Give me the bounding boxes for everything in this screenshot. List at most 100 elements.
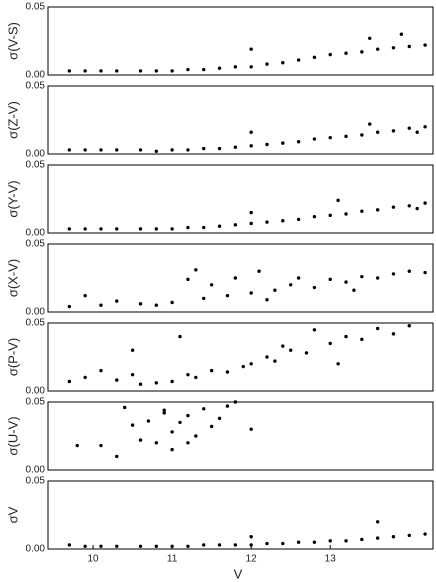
point — [75, 443, 79, 448]
point — [202, 296, 206, 301]
point — [281, 141, 285, 145]
point — [209, 424, 214, 429]
point — [83, 544, 87, 548]
point — [344, 51, 348, 55]
point — [391, 205, 396, 209]
point — [257, 269, 261, 273]
x-tick-label: 13 — [325, 554, 337, 565]
point — [83, 148, 87, 152]
panel-frame — [47, 480, 434, 550]
point — [178, 420, 182, 425]
y-tick-label: 0.05 — [26, 476, 46, 487]
point — [115, 544, 119, 548]
point — [296, 140, 301, 144]
point — [304, 351, 309, 355]
point — [265, 355, 269, 359]
point — [273, 359, 277, 363]
point — [233, 276, 238, 280]
point — [115, 227, 119, 231]
point — [249, 47, 253, 51]
y-tick-label: 0.00 — [26, 544, 46, 555]
point — [328, 539, 332, 543]
point — [423, 201, 427, 205]
point — [328, 277, 332, 282]
point — [122, 405, 127, 410]
point — [407, 44, 411, 49]
point — [423, 125, 427, 129]
point — [391, 46, 396, 50]
point — [328, 213, 332, 218]
point — [233, 145, 238, 149]
point — [99, 368, 103, 373]
point — [162, 411, 166, 415]
point — [336, 362, 340, 366]
point — [202, 225, 206, 230]
point — [375, 536, 380, 540]
point — [391, 129, 396, 133]
point — [154, 303, 159, 307]
point — [99, 544, 103, 548]
point — [186, 67, 190, 72]
point — [415, 130, 419, 134]
point — [407, 533, 411, 538]
point — [115, 69, 119, 73]
point — [138, 382, 143, 386]
point — [217, 416, 222, 421]
y-tick-label: 0.05 — [26, 239, 46, 250]
point — [249, 210, 253, 215]
point — [115, 299, 119, 303]
point — [312, 285, 317, 290]
point — [67, 69, 72, 73]
point — [391, 332, 396, 336]
point — [225, 293, 230, 298]
point — [186, 372, 190, 377]
point — [233, 400, 238, 404]
x-tick-label: 11 — [167, 554, 178, 565]
y-tick-label: 0.05 — [26, 2, 46, 13]
point — [99, 443, 103, 448]
point — [344, 539, 348, 543]
point — [194, 434, 198, 438]
point — [423, 270, 427, 275]
point — [154, 544, 159, 548]
y-tick-label: 0.05 — [26, 318, 46, 329]
point — [67, 227, 72, 231]
panel-frame — [47, 85, 434, 155]
point — [186, 225, 190, 230]
y-axis-label: σ(Y-V) — [5, 180, 20, 217]
point — [67, 304, 72, 309]
point — [423, 532, 427, 536]
point — [170, 430, 174, 434]
y-tick-label: 0.00 — [26, 70, 46, 81]
y-axis-label: σ(Z-V) — [5, 101, 20, 139]
point — [99, 303, 103, 307]
y-tick-label: 0.00 — [26, 149, 46, 160]
point — [130, 348, 135, 352]
y-tick-label: 0.00 — [26, 228, 46, 239]
point — [217, 66, 222, 70]
point — [202, 407, 206, 411]
x-axis-label: V — [234, 566, 243, 581]
point — [407, 269, 411, 273]
point — [368, 36, 372, 40]
point — [281, 61, 285, 65]
point — [217, 543, 222, 547]
y-tick-label: 0.00 — [26, 307, 46, 318]
x-tick-label: 12 — [246, 554, 258, 565]
point — [138, 69, 143, 73]
point — [344, 334, 348, 339]
point — [407, 204, 411, 208]
point — [170, 148, 174, 152]
point — [154, 227, 159, 231]
point — [115, 378, 119, 382]
point — [296, 217, 301, 222]
point — [391, 535, 396, 539]
point — [115, 454, 119, 459]
point — [312, 540, 317, 544]
point — [423, 43, 427, 47]
point — [312, 214, 317, 219]
point — [178, 334, 182, 339]
point — [407, 126, 411, 130]
point — [186, 148, 190, 152]
